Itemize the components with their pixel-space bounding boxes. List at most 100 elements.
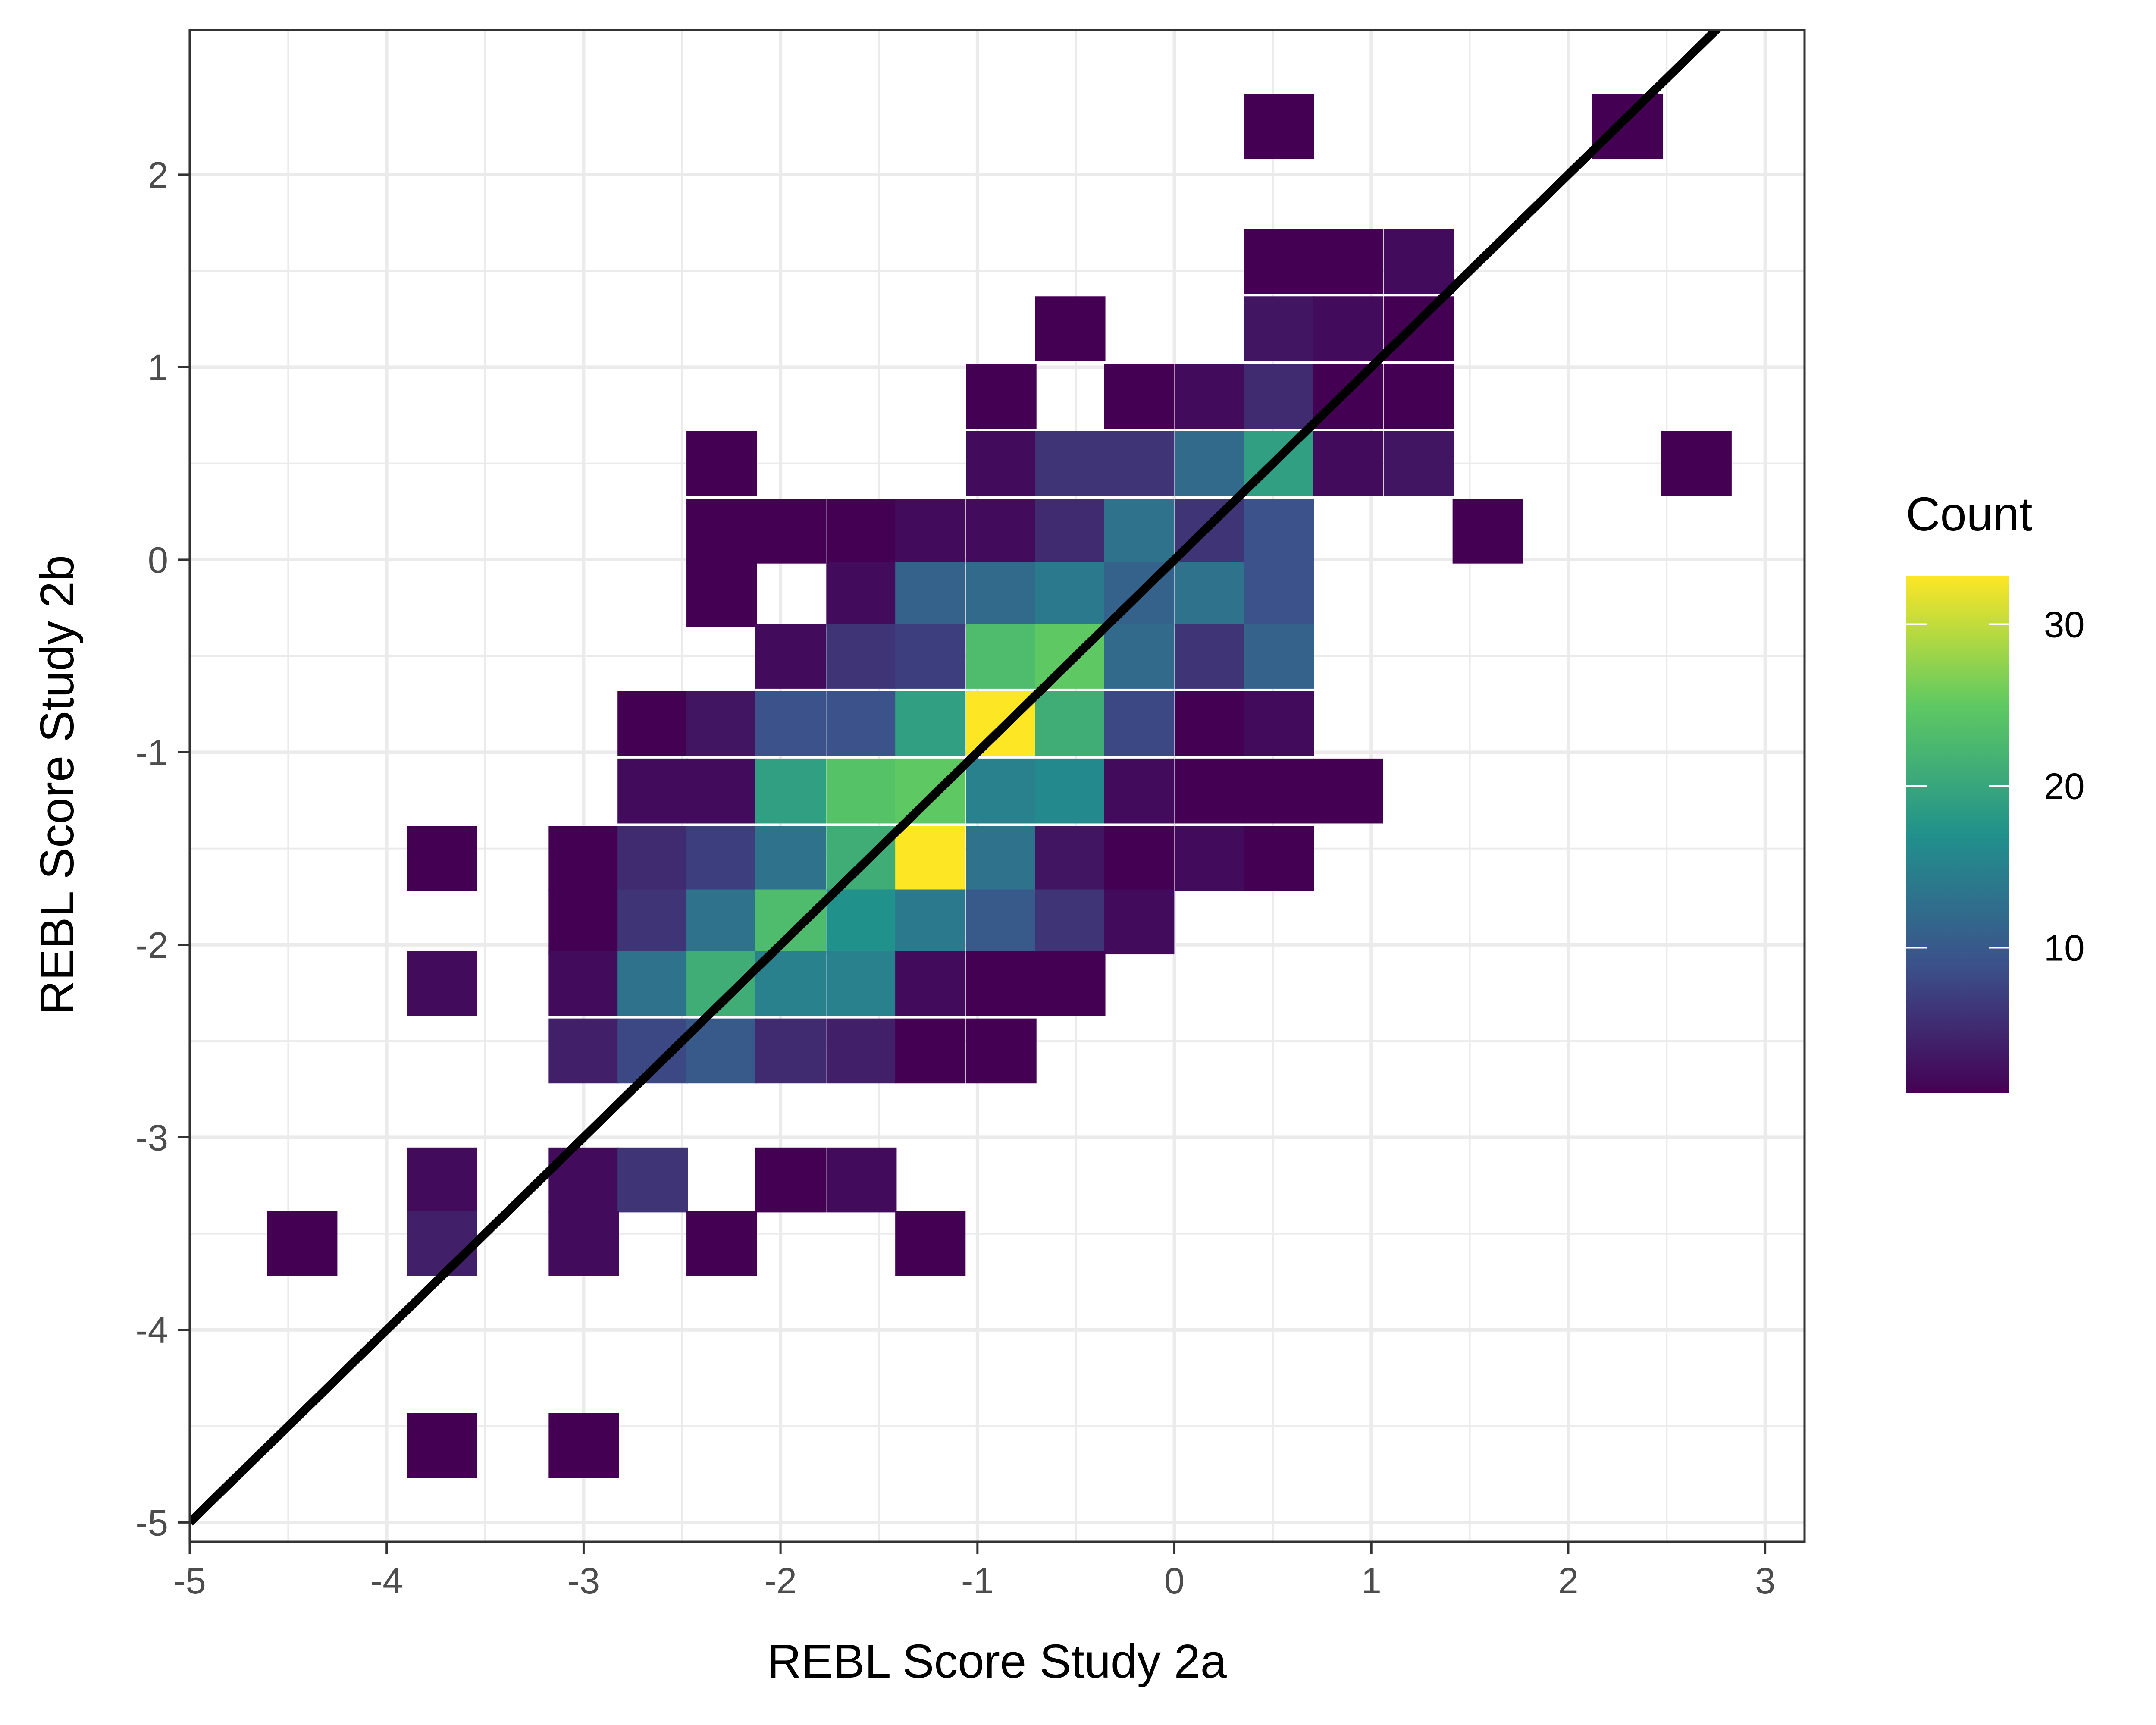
y-axis-title: REBL Score Study 2b <box>31 555 84 1015</box>
heatmap-tile <box>826 624 897 689</box>
heatmap-tile <box>966 889 1037 955</box>
y-tick-label: 2 <box>148 155 168 196</box>
heatmap-tile <box>1661 431 1732 496</box>
plot-border <box>188 29 1806 1543</box>
heatmap-tile <box>966 364 1037 429</box>
x-axis-title: REBL Score Study 2a <box>767 1635 1227 1688</box>
heatmap-tile <box>966 951 1037 1016</box>
heatmap-tile <box>1104 499 1175 564</box>
legend-ticks: 10 20 30 <box>1906 605 2085 969</box>
heatmap-tile <box>1175 624 1245 689</box>
heatmap-tile <box>1035 499 1106 564</box>
heatmap-tile <box>407 826 477 891</box>
heatmap-tile <box>755 691 826 756</box>
heatmap-tile <box>1175 431 1245 496</box>
heatmap-tile <box>966 624 1037 689</box>
heatmap-tile <box>1244 562 1314 627</box>
heatmap-tile <box>617 889 688 955</box>
heatmap-tile <box>966 1018 1037 1084</box>
heatmap-tile <box>1313 229 1383 294</box>
heatmap-tile <box>895 1211 966 1276</box>
heatmap-tile <box>1035 826 1106 891</box>
heatmap-tile <box>826 951 897 1016</box>
heatmap-tile <box>1035 431 1106 496</box>
heatmap-tile <box>407 951 477 1016</box>
heatmap-tile <box>895 951 966 1016</box>
heatmap-tile <box>1035 296 1106 361</box>
x-tick-label: -1 <box>961 1561 994 1602</box>
y-tick-label: -4 <box>135 1310 168 1351</box>
heatmap-tile <box>826 889 897 955</box>
y-tick-label: 1 <box>148 347 168 388</box>
heatmap-tile <box>548 1211 619 1276</box>
heatmap-tile <box>895 562 966 627</box>
heatmap-tile <box>1244 826 1314 891</box>
heatmap-tile <box>1104 691 1175 756</box>
heatmap-tile <box>1313 296 1383 361</box>
heatmap-tile <box>895 624 966 689</box>
legend-tick-label: 30 <box>2044 605 2085 646</box>
heatmap-tile <box>966 562 1037 627</box>
heatmap-tile <box>548 826 619 891</box>
heatmap-tile <box>617 951 688 1016</box>
heatmap-tile <box>548 889 619 955</box>
heatmap-tile <box>1035 562 1106 627</box>
heatmap-tile <box>966 431 1037 496</box>
heatmap-tile <box>1175 562 1245 627</box>
x-tick-label: -5 <box>173 1561 206 1602</box>
identity-reference-line <box>190 30 1722 1526</box>
heatmap-tile <box>1175 826 1245 891</box>
heatmap-tile <box>686 758 757 824</box>
x-tick-label: 3 <box>1755 1561 1775 1602</box>
heatmap-tile <box>1244 691 1314 756</box>
heatmap-tile <box>1035 758 1106 824</box>
legend-tick-label: 10 <box>2044 928 2085 969</box>
heatmap-tile <box>548 1018 619 1084</box>
heatmap-tile <box>686 691 757 756</box>
y-tick-label: -5 <box>135 1502 168 1543</box>
heatmap-tile <box>686 499 757 564</box>
heatmap-tile <box>1175 758 1245 824</box>
heatmap-tile <box>755 499 826 564</box>
heatmap-tile <box>548 951 619 1016</box>
heatmap-tile <box>826 499 897 564</box>
heatmap-tile <box>267 1211 338 1276</box>
y-tick-label: 0 <box>148 540 168 581</box>
x-tick-label: 0 <box>1164 1561 1185 1602</box>
heatmap-tile <box>895 499 966 564</box>
heatmap-tile <box>1244 229 1314 294</box>
heatmap-tile <box>826 562 897 627</box>
heatmap-tile <box>826 691 897 756</box>
heatmap-tile <box>1104 826 1175 891</box>
x-tick-label: -3 <box>567 1561 600 1602</box>
heatmap-tile <box>686 562 757 627</box>
heatmap-tile <box>826 1018 897 1084</box>
heatmap-tile <box>1244 94 1314 160</box>
heatmap-tile <box>826 1147 897 1213</box>
legend-title: Count <box>1906 488 2033 541</box>
heatmap-tile <box>407 1211 477 1276</box>
heatmap-tile <box>895 889 966 955</box>
color-legend: Count 10 20 30 <box>1906 488 2085 1093</box>
heatmap-tile <box>755 1147 826 1213</box>
x-axis: -5 -4 -3 -2 -1 0 1 2 3 <box>173 1542 1775 1602</box>
heatmap-tile <box>1035 951 1106 1016</box>
heatmap-tile <box>407 1147 477 1213</box>
heatmap-tile <box>1592 94 1663 160</box>
heatmap-tile <box>755 826 826 891</box>
heatmap-tile <box>1244 364 1314 429</box>
heatmap-tile <box>755 1018 826 1084</box>
heatmap-tile <box>1175 691 1245 756</box>
heatmap-tile <box>966 826 1037 891</box>
heatmap-tile <box>617 691 688 756</box>
heatmap-tile <box>1244 499 1314 564</box>
heatmap-tile <box>686 431 757 496</box>
heatmap-tile <box>1313 758 1383 824</box>
heatmap-tile <box>1244 624 1314 689</box>
heatmap-tile <box>1313 431 1383 496</box>
heatmap-tile <box>1104 624 1175 689</box>
heatmap-tile <box>686 889 757 955</box>
heatmap-tile <box>548 1413 619 1478</box>
heatmap-tile <box>895 1018 966 1084</box>
